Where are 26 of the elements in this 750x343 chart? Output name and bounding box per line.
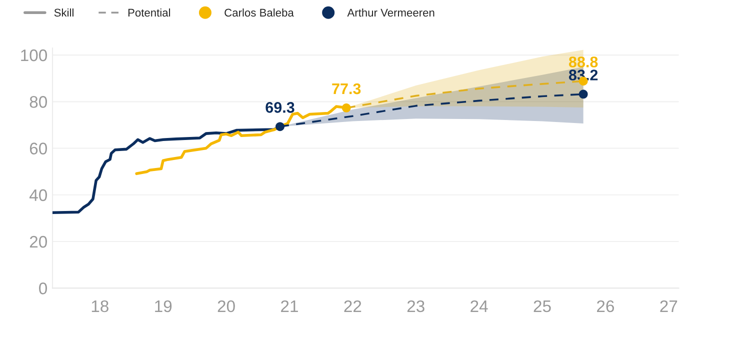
data-label: 69.3 (266, 102, 294, 113)
x-tick-label: 27 (660, 300, 678, 312)
point (342, 103, 351, 112)
legend-label: Arthur Vermeeren (347, 8, 434, 17)
x-tick-label: 24 (470, 300, 488, 312)
x-tick-label: 22 (344, 300, 362, 312)
x-tick-label: 20 (218, 300, 235, 312)
text: Skill (54, 8, 74, 17)
data-label: 88.8 (568, 56, 598, 68)
x-tick-label: 25 (534, 300, 551, 312)
y-tick-label: 80 (30, 96, 47, 108)
x-tick-label: 21 (281, 300, 298, 312)
legend-label: Carlos Baleba (224, 8, 294, 17)
text: Potential (128, 8, 170, 17)
point (276, 122, 284, 132)
x-tick-label: 18 (92, 300, 108, 312)
x-tick-label: 23 (407, 300, 424, 312)
y-tick-label: 40 (29, 189, 47, 202)
data-label: 77.3 (332, 83, 361, 94)
x-tick-label: 26 (597, 300, 614, 312)
y-tick-label: 100 (21, 49, 47, 62)
y-tick-label: 20 (30, 236, 47, 248)
y-tick-label: 60 (30, 142, 47, 154)
x-tick-label: 19 (155, 300, 172, 312)
y-tick-label: 0 (39, 282, 47, 294)
point (578, 90, 588, 99)
